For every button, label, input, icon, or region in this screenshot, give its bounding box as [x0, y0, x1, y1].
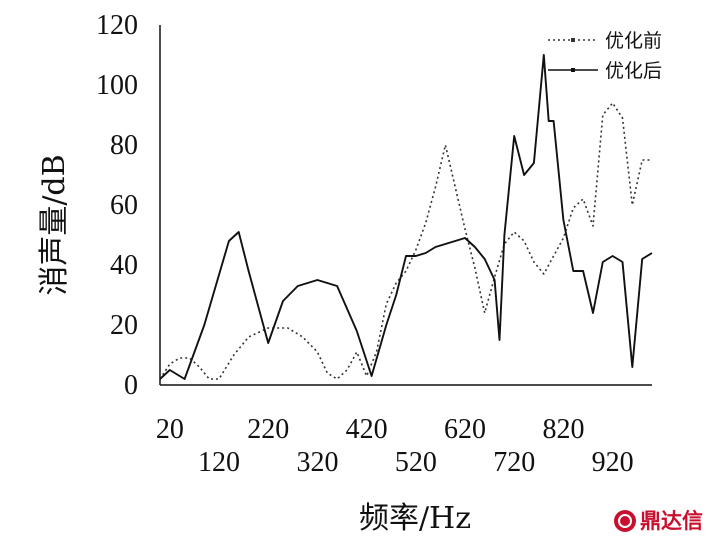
- x-tick-label: 120: [198, 447, 240, 478]
- series-line-2: [159, 54, 653, 380]
- x-tick-label: 420: [346, 414, 388, 445]
- watermark: 鼎达信: [614, 509, 703, 533]
- x-tick-label: 320: [296, 447, 338, 478]
- y-axis-title: 消声量/dB: [37, 154, 72, 295]
- x-tick-label: 620: [444, 414, 486, 445]
- legend-label: 优化前: [605, 30, 662, 52]
- y-tick-label: 60: [110, 190, 138, 221]
- watermark-text: 鼎达信: [640, 509, 703, 533]
- y-ticks: 0 20 40 60 80 100 120: [96, 10, 138, 401]
- legend-marker: [571, 38, 575, 42]
- x-tick-label: 820: [542, 414, 584, 445]
- y-tick-label: 40: [110, 250, 138, 281]
- y-tick-label: 100: [96, 70, 138, 101]
- axes: [159, 25, 652, 386]
- y-tick-label: 20: [110, 310, 138, 341]
- legend-marker: [571, 68, 575, 72]
- y-tick-label: 80: [110, 130, 138, 161]
- series-line-1: [159, 102, 652, 380]
- dingdaxin-logo-icon: [614, 510, 636, 532]
- x-tick-label: 920: [592, 447, 634, 478]
- y-tick-label: 0: [124, 370, 138, 401]
- x-tick-label: 220: [247, 414, 289, 445]
- x-tick-label: 720: [493, 447, 535, 478]
- x-tick-label: 520: [395, 447, 437, 478]
- series-lines: [159, 54, 653, 380]
- x-tick-label: 20: [156, 414, 184, 445]
- y-tick-label: 120: [96, 10, 138, 41]
- legend-label: 优化后: [605, 60, 662, 82]
- x-axis-title: 频率/Hz: [359, 501, 471, 536]
